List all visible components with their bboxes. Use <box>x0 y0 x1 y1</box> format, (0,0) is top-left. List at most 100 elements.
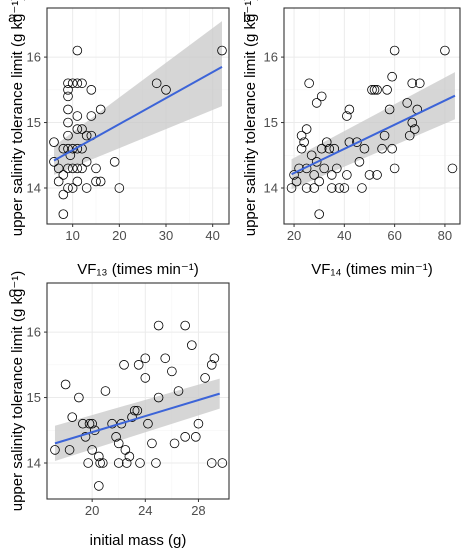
y-tick-label: 16 <box>264 50 278 65</box>
x-tick-label: 40 <box>205 228 219 243</box>
data-point <box>314 209 325 219</box>
y-axis-title: upper salinity tolerance limit (g kg⁻¹) <box>9 0 26 236</box>
regression-line <box>291 94 456 176</box>
y-axis-title: upper salinity tolerance limit (g kg⁻¹) <box>9 271 26 512</box>
data-point <box>124 451 135 462</box>
data-point <box>316 91 327 102</box>
data-point <box>113 458 124 468</box>
data-point <box>440 45 450 56</box>
data-point <box>217 45 227 56</box>
data-point <box>67 78 78 89</box>
data-point <box>63 117 73 128</box>
data-point <box>95 458 105 468</box>
x-tick-label: 80 <box>438 228 452 243</box>
data-point <box>379 130 390 141</box>
panel-label: b <box>243 9 251 25</box>
regression-line <box>54 392 220 445</box>
data-point <box>67 163 78 174</box>
y-tick-label: 15 <box>27 390 41 405</box>
data-point <box>357 183 367 193</box>
x-tick-label: 60 <box>387 228 401 243</box>
data-point <box>319 163 330 174</box>
data-point <box>354 157 365 167</box>
data-point <box>72 45 83 56</box>
data-point <box>389 163 400 174</box>
data-point <box>404 130 415 141</box>
data-point <box>289 170 299 180</box>
data-point <box>63 130 73 141</box>
data-point <box>187 340 197 350</box>
data-point <box>301 124 312 134</box>
data-point <box>72 124 83 134</box>
x-axis-title: VF₁₃ (times min⁻¹) <box>77 261 199 278</box>
data-point <box>296 130 307 141</box>
data-point <box>114 183 125 193</box>
data-point <box>86 85 97 95</box>
data-point <box>49 137 59 147</box>
data-point <box>133 360 144 370</box>
data-point <box>372 85 382 95</box>
data-point <box>63 183 73 193</box>
data-point <box>77 124 87 134</box>
data-point <box>63 104 73 115</box>
data-point <box>143 418 153 429</box>
data-point <box>113 438 124 449</box>
y-tick-label: 14 <box>27 181 41 196</box>
data-point <box>200 373 210 383</box>
confidence-band <box>291 72 455 190</box>
data-point <box>167 366 177 377</box>
x-tick-label: 40 <box>337 228 351 243</box>
data-point <box>180 432 190 442</box>
data-point <box>84 418 95 429</box>
data-point <box>153 392 164 403</box>
data-point <box>91 176 101 187</box>
x-tick-label: 30 <box>159 228 173 243</box>
data-point <box>140 373 151 383</box>
data-point <box>387 143 397 154</box>
y-tick-label: 16 <box>27 325 41 340</box>
data-point <box>129 405 140 416</box>
data-point <box>119 360 129 370</box>
data-point <box>409 124 420 134</box>
y-tick-label: 14 <box>27 456 41 471</box>
data-point <box>151 458 161 468</box>
data-point <box>209 353 220 364</box>
data-point <box>95 104 106 115</box>
x-tick-label: 10 <box>65 228 79 243</box>
data-point <box>53 176 64 187</box>
panel-border <box>46 282 230 500</box>
data-point <box>339 183 350 193</box>
data-point <box>359 143 370 154</box>
panel-vf13: 14 15 16 10 20 30 40 upper salinity tolerance l… <box>8 0 230 278</box>
data-point <box>352 137 362 147</box>
data-point <box>342 170 352 180</box>
data-point <box>316 143 327 154</box>
data-point <box>63 91 73 102</box>
x-tick-label: 24 <box>138 503 152 518</box>
data-point <box>151 78 162 89</box>
data-point <box>407 117 418 128</box>
data-point <box>81 183 92 193</box>
data-point <box>161 85 171 95</box>
data-point <box>314 176 325 187</box>
data-point <box>60 379 71 390</box>
data-point <box>344 104 355 115</box>
data-point <box>58 209 69 219</box>
panel-vf14: 14 15 16 20 40 60 80 upper salinity tolerance l… <box>242 0 461 278</box>
data-point <box>402 98 413 108</box>
data-point <box>72 78 83 89</box>
data-point <box>286 183 297 193</box>
data-point <box>291 176 302 187</box>
data-point <box>206 458 217 468</box>
data-point <box>369 85 380 95</box>
y-tick-label: 15 <box>264 115 278 130</box>
data-point <box>299 137 309 147</box>
data-point <box>63 85 73 95</box>
data-point <box>321 137 332 147</box>
data-point <box>97 458 108 468</box>
data-point <box>83 458 93 468</box>
data-point <box>447 163 458 174</box>
data-point <box>135 458 145 468</box>
data-point <box>67 412 78 422</box>
